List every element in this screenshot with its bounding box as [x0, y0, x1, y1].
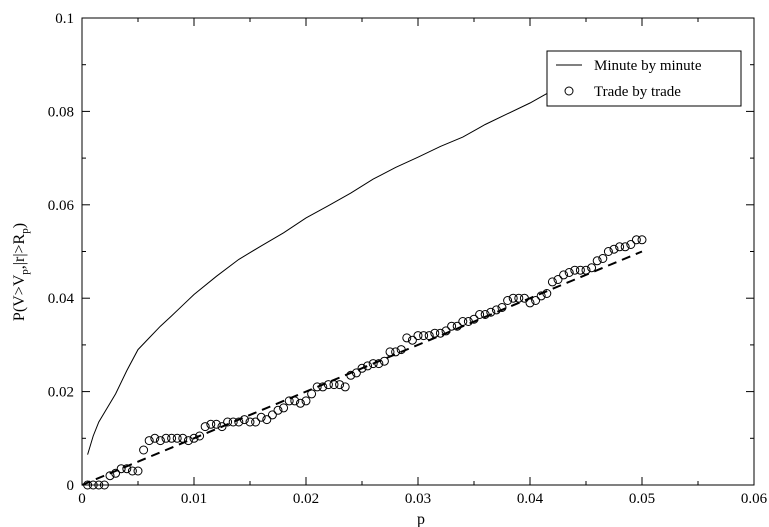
x-tick-label: 0.03	[405, 491, 431, 507]
plot-area: 0 0.01 0.02 0.03 0.04 0.05 0.06 00.020.040.060…	[48, 11, 768, 507]
data-point-trade-by-trade	[88, 480, 98, 490]
data-point-trade-by-trade	[553, 275, 563, 284]
data-point-trade-by-trade	[363, 361, 373, 371]
data-point-trade-by-trade	[189, 433, 199, 443]
data-point-trade-by-trade	[99, 480, 109, 490]
data-point-trade-by-trade	[391, 347, 401, 357]
data-point-trade-by-trade	[598, 254, 608, 263]
y-axis-label: P(V>Vp,|r|>Rp)	[11, 223, 31, 321]
data-point-trade-by-trade	[150, 433, 160, 443]
data-point-trade-by-trade	[94, 480, 104, 490]
data-point-trade-by-trade	[122, 464, 132, 474]
y-tick-label: 0.02	[48, 385, 74, 401]
data-point-trade-by-trade	[497, 303, 507, 312]
data-point-trade-by-trade	[172, 433, 182, 443]
data-point-trade-by-trade	[592, 256, 602, 266]
data-point-trade-by-trade	[626, 240, 636, 249]
x-tick-label: 0.04	[517, 491, 544, 507]
legend-box	[546, 50, 742, 107]
x-tick-label: 0.01	[181, 491, 207, 507]
data-point-trade-by-trade	[127, 466, 137, 476]
data-point-trade-by-trade	[340, 382, 350, 392]
x-tick-label: 0.06	[741, 491, 768, 507]
y-tick-label: 0.1	[55, 11, 74, 27]
data-point-trade-by-trade	[620, 242, 630, 252]
data-point-trade-by-trade	[262, 415, 272, 425]
data-point-trade-by-trade	[368, 359, 378, 369]
data-point-trade-by-trade	[256, 412, 266, 422]
data-point-trade-by-trade	[228, 417, 238, 427]
data-point-trade-by-trade	[564, 268, 574, 277]
data-point-trade-by-trade	[570, 265, 580, 275]
data-point-trade-by-trade	[200, 422, 210, 432]
series-line-minute-by-minute	[87, 89, 553, 455]
data-point-trade-by-trade	[413, 331, 423, 341]
data-point-trade-by-trade	[144, 436, 154, 446]
data-point-trade-by-trade	[531, 296, 541, 305]
data-point-trade-by-trade	[251, 417, 261, 427]
data-point-trade-by-trade	[139, 445, 149, 455]
data-point-trade-by-trade	[161, 433, 171, 443]
data-point-trade-by-trade	[206, 419, 216, 429]
data-point-trade-by-trade	[267, 410, 277, 420]
data-point-trade-by-trade	[575, 265, 585, 275]
x-tick-label: 0.05	[629, 491, 655, 507]
data-point-trade-by-trade	[335, 380, 345, 390]
data-point-trade-by-trade	[312, 382, 322, 392]
data-point-trade-by-trade	[503, 296, 513, 305]
x-tick-label: 0	[78, 491, 86, 507]
data-point-trade-by-trade	[295, 398, 305, 408]
data-point-trade-by-trade	[469, 314, 479, 324]
data-point-trade-by-trade	[195, 431, 205, 441]
x-axis-label: p	[417, 511, 425, 527]
data-point-trade-by-trade	[105, 471, 115, 481]
data-point-trade-by-trade	[536, 291, 546, 301]
data-point-trade-by-trade	[508, 293, 518, 303]
data-point-trade-by-trade	[559, 270, 569, 280]
data-point-trade-by-trade	[637, 235, 647, 245]
legend-circle-marker	[564, 86, 574, 96]
data-point-trade-by-trade	[183, 436, 193, 446]
data-point-trade-by-trade	[223, 417, 233, 427]
legend-label-trade: Trade by trade	[594, 84, 681, 100]
data-point-trade-by-trade	[615, 242, 625, 252]
reference-dashed-line	[81, 250, 643, 486]
y-tick-label: 0.08	[48, 104, 74, 120]
legend-label-minute: Minute by minute	[594, 58, 702, 74]
data-point-trade-by-trade	[407, 335, 417, 345]
data-point-trade-by-trade	[133, 466, 143, 476]
legend: Minute by minute Trade by trade	[546, 50, 742, 107]
x-axis-ticks: 0 0.01 0.02 0.03 0.04 0.05 0.06	[78, 18, 768, 507]
data-point-trade-by-trade	[402, 333, 412, 343]
data-point-trade-by-trade	[547, 277, 557, 287]
y-tick-label: 0	[67, 478, 75, 494]
data-point-trade-by-trade	[245, 417, 255, 427]
data-point-trade-by-trade	[273, 405, 283, 415]
data-point-trade-by-trade	[475, 310, 485, 319]
data-point-trade-by-trade	[301, 396, 311, 406]
data-point-trade-by-trade	[155, 436, 165, 446]
data-point-trade-by-trade	[284, 396, 294, 406]
data-point-trade-by-trade	[279, 403, 289, 413]
data-point-trade-by-trade	[217, 422, 227, 432]
data-point-trade-by-trade	[631, 235, 641, 245]
data-point-trade-by-trade	[447, 321, 457, 331]
data-point-trade-by-trade	[603, 247, 613, 256]
data-point-trade-by-trade	[167, 433, 177, 443]
data-point-trade-by-trade	[357, 363, 367, 373]
y-tick-label: 0.06	[48, 198, 75, 214]
data-point-trade-by-trade	[587, 263, 597, 273]
data-point-trade-by-trade	[211, 419, 221, 429]
data-point-trade-by-trade	[419, 331, 429, 341]
x-tick-label: 0.02	[293, 491, 319, 507]
data-point-trade-by-trade	[116, 464, 126, 474]
data-point-trade-by-trade	[519, 293, 529, 303]
y-tick-label: 0.04	[48, 291, 75, 307]
data-point-trade-by-trade	[609, 244, 619, 254]
series-layer	[81, 89, 647, 490]
data-point-trade-by-trade	[486, 307, 496, 317]
